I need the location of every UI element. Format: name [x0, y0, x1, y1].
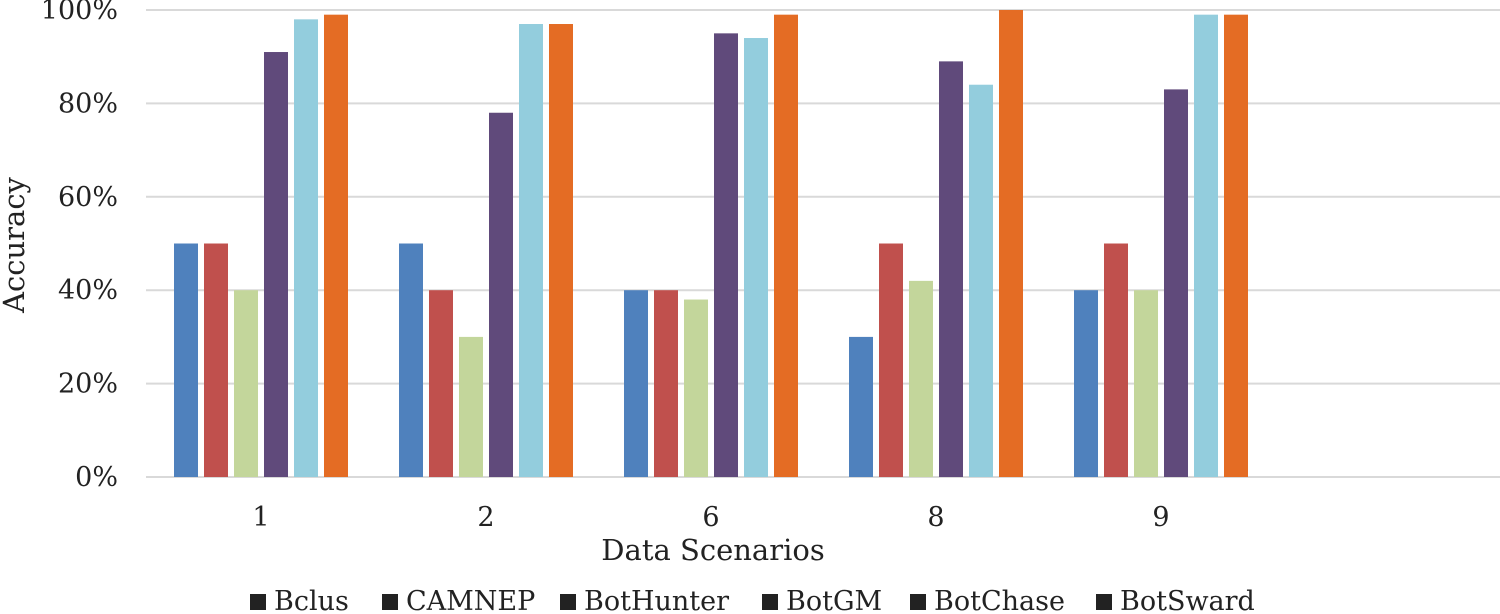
y-tick-labels: 0% 20% 40% 60% 80% 100% — [41, 0, 118, 493]
bar-bclus-8 — [849, 336, 873, 477]
legend-swatch — [250, 594, 266, 610]
bar-camnep-9 — [1104, 243, 1128, 477]
y-tick-label: 80% — [58, 88, 118, 119]
legend-label: BotChase — [934, 586, 1065, 614]
legend-label: CAMNEP — [406, 586, 535, 614]
bar-botsward-1 — [324, 14, 348, 477]
x-tick-label: 8 — [927, 502, 944, 533]
x-tick-label: 2 — [477, 502, 494, 533]
bar-botchase-2 — [519, 24, 543, 477]
bar-bclus-6 — [624, 290, 648, 477]
bar-botgm-6 — [714, 33, 738, 477]
bar-camnep-6 — [654, 290, 678, 477]
bar-bclus-2 — [399, 243, 423, 477]
bar-camnep-2 — [429, 290, 453, 477]
legend: Bclus CAMNEP BotHunter BotGM BotChase BotSwar… — [250, 586, 1255, 614]
x-tick-label: 6 — [702, 502, 719, 533]
gridlines — [146, 9, 1500, 478]
bar-bothunter-8 — [909, 280, 933, 477]
legend-swatch — [1096, 594, 1112, 610]
bar-bothunter-6 — [684, 299, 708, 477]
y-tick-label: 20% — [58, 369, 118, 400]
bar-botchase-1 — [294, 19, 318, 478]
x-axis-title: Data Scenarios — [601, 533, 824, 567]
legend-swatch — [560, 594, 576, 610]
bar-camnep-1 — [204, 243, 228, 477]
legend-swatch — [910, 594, 926, 610]
bar-botsward-6 — [774, 14, 798, 477]
x-tick-labels: 1 2 6 8 9 — [252, 502, 1169, 533]
y-tick-label: 40% — [58, 275, 118, 306]
bar-bclus-9 — [1074, 290, 1098, 477]
bar-botchase-6 — [744, 38, 768, 478]
bar-botgm-8 — [939, 61, 963, 478]
bar-botchase-8 — [969, 84, 993, 477]
bar-botgm-2 — [489, 112, 513, 478]
bar-bothunter-2 — [459, 336, 483, 477]
bar-bothunter-9 — [1134, 290, 1158, 477]
bar-bothunter-1 — [234, 290, 258, 477]
x-tick-label: 1 — [252, 502, 269, 533]
x-tick-label: 9 — [1152, 502, 1169, 533]
y-tick-label: 60% — [58, 182, 118, 213]
bars — [174, 10, 1248, 478]
y-axis-title: Accuracy — [0, 176, 31, 313]
bar-botsward-9 — [1224, 14, 1248, 477]
y-tick-label: 0% — [75, 462, 118, 493]
legend-swatch — [382, 594, 398, 610]
bar-bclus-1 — [174, 243, 198, 477]
bar-botchase-9 — [1194, 14, 1218, 477]
y-tick-label: 100% — [41, 0, 118, 26]
legend-label: BotSward — [1120, 586, 1255, 614]
legend-swatch — [762, 594, 778, 610]
bar-botgm-9 — [1164, 89, 1188, 477]
bar-camnep-8 — [879, 243, 903, 477]
bar-botsward-8 — [999, 10, 1023, 477]
legend-label: BotHunter — [584, 586, 729, 614]
bar-botsward-2 — [549, 24, 573, 477]
bar-botgm-1 — [264, 52, 288, 477]
legend-label: Bclus — [274, 586, 349, 614]
legend-label: BotGM — [786, 586, 882, 614]
